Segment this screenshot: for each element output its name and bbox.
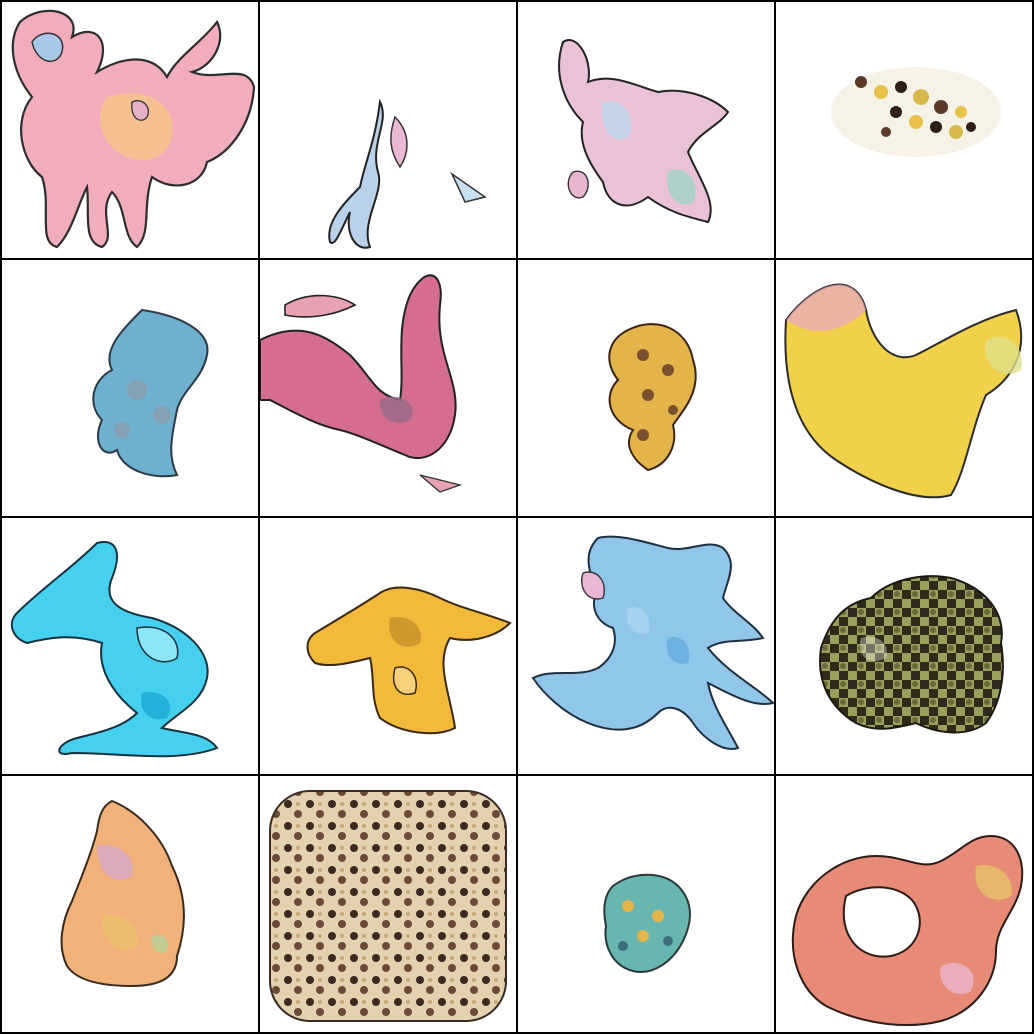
generated-image-tile <box>518 2 774 258</box>
generated-image-tile <box>2 776 258 1032</box>
abstract-checker-art <box>819 575 1004 734</box>
generated-image-tile <box>260 776 516 1032</box>
abstract-speckle-art <box>603 873 691 973</box>
abstract-blob-art <box>306 586 512 735</box>
abstract-blob-art <box>10 541 219 758</box>
abstract-blob-art <box>791 834 1024 1027</box>
abstract-speckle-art <box>92 308 209 478</box>
abstract-speckle-art <box>608 323 697 472</box>
abstract-blob-art <box>260 274 463 493</box>
generated-image-tile <box>518 518 774 774</box>
abstract-blob-art <box>328 98 487 249</box>
abstract-blob-art <box>784 283 1023 499</box>
generated-image-tile <box>2 260 258 516</box>
abstract-speckle-art <box>831 67 1001 157</box>
abstract-blob-art <box>558 39 730 224</box>
abstract-blob-art <box>531 535 774 750</box>
generated-image-tile <box>260 518 516 774</box>
generated-image-tile <box>2 2 258 258</box>
generated-image-tile <box>260 2 516 258</box>
generated-image-tile <box>518 776 774 1032</box>
speckle-cluster <box>855 76 976 139</box>
generated-image-tile <box>776 518 1032 774</box>
generated-image-tile <box>776 776 1032 1032</box>
abstract-checker-art <box>269 790 507 1022</box>
abstract-blob-art <box>60 799 185 988</box>
generated-image-tile <box>776 260 1032 516</box>
generated-image-tile <box>260 260 516 516</box>
generated-image-tile <box>2 518 258 774</box>
generated-image-tile <box>518 260 774 516</box>
generated-image-tile <box>776 2 1032 258</box>
abstract-blob-art <box>11 9 256 249</box>
